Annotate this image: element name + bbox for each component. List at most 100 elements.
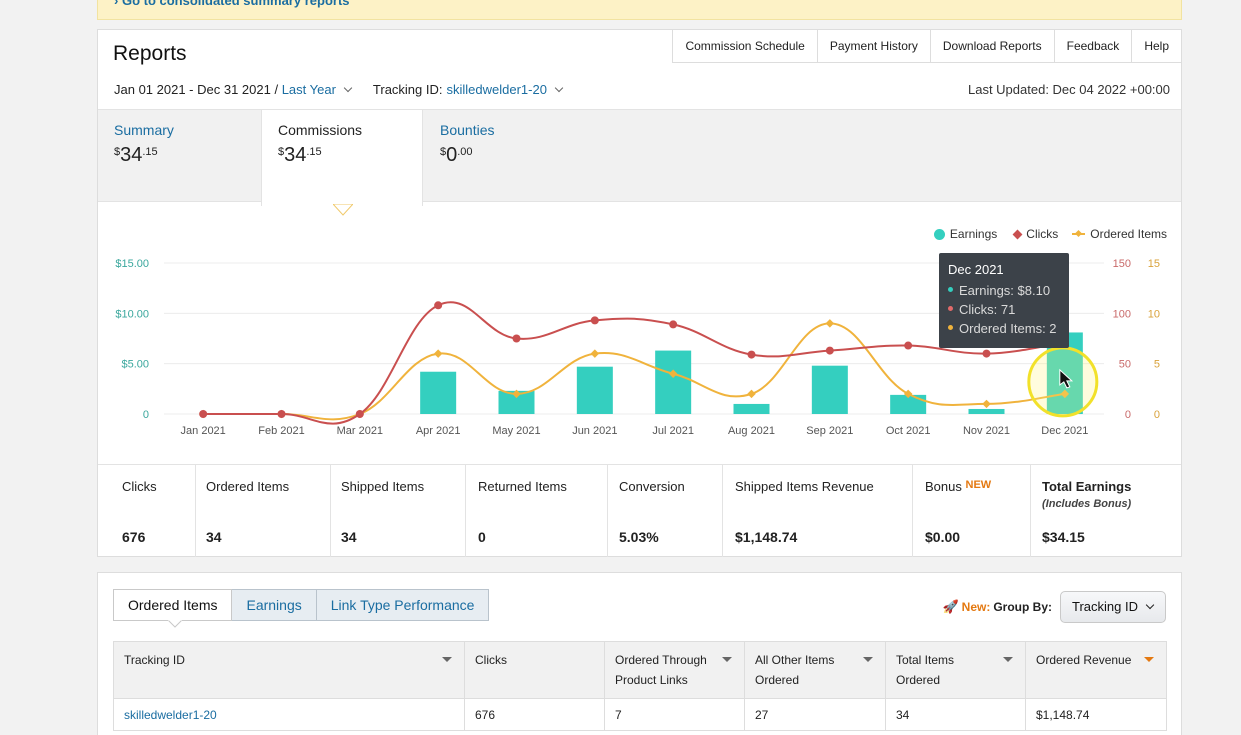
legend-clicks[interactable]: Clicks xyxy=(1011,227,1058,241)
chart-svg: 0 0 0 $5.00 50 5 $10.00 100 10 $15.00 150 15 Jan 202… xyxy=(115,258,1160,437)
bullet-icon xyxy=(948,306,953,312)
earnings-bar xyxy=(811,365,848,414)
ordered-items-line xyxy=(203,322,1065,421)
tab-label: Commissions xyxy=(278,122,363,138)
tooltip-ordered: Ordered Items: 2 xyxy=(948,321,1060,336)
x-tick-label: Oct 2021 xyxy=(886,425,931,437)
column-header-tracking-id[interactable]: Tracking ID xyxy=(113,641,465,699)
column-header-all-other-items[interactable]: All Other Items Ordered xyxy=(744,641,886,699)
y-left-tick-label: $10.00 xyxy=(115,308,149,320)
ordered-items-point xyxy=(433,349,443,358)
detail-tabs: Ordered Items Earnings Link Type Perform… xyxy=(113,589,490,621)
tab-ordered-items[interactable]: Ordered Items xyxy=(113,589,233,621)
help-link[interactable]: Help xyxy=(1144,39,1169,53)
clicks-point xyxy=(669,320,678,329)
x-tick-label: Sep 2021 xyxy=(806,425,853,437)
y-right-clicks-tick-label: 50 xyxy=(1119,359,1131,371)
ordered-items-point xyxy=(747,389,756,399)
x-tick-label: Apr 2021 xyxy=(416,425,461,437)
x-tick-label: Feb 2021 xyxy=(258,425,304,437)
bullet-icon xyxy=(948,325,953,331)
y-left-tick-label: $5.00 xyxy=(121,359,149,371)
tab-earnings[interactable]: Earnings xyxy=(232,589,317,621)
earnings-bar xyxy=(498,390,535,414)
stat-total-earnings: Total Earnings (Includes Bonus) $34.15 xyxy=(1042,479,1132,545)
mouse-cursor-icon xyxy=(1059,368,1074,389)
new-badge: NEW xyxy=(965,479,992,491)
tracking-id-label: Tracking ID: xyxy=(372,82,443,97)
stat-shipped-revenue: Shipped Items Revenue $1,148.74 xyxy=(723,465,913,557)
tab-commissions[interactable]: Commissions $34.15 xyxy=(261,110,423,206)
earnings-bar xyxy=(420,371,457,414)
reports-panel: Reports Commission Schedule Payment Hist… xyxy=(97,29,1182,557)
x-tick-label: Jan 2021 xyxy=(181,425,226,437)
y-right-clicks-tick-label: 100 xyxy=(1113,308,1131,320)
feedback-link[interactable]: Feedback xyxy=(1055,30,1133,62)
tracking-id-dropdown[interactable]: skilledwelder1-20 xyxy=(447,82,564,97)
ordered-items-point xyxy=(825,319,835,328)
sort-caret-icon xyxy=(863,657,873,662)
clicks-point xyxy=(199,410,208,418)
column-header-ordered-revenue[interactable]: Ordered Revenue xyxy=(1025,641,1167,699)
table-row: skilledwelder1-20 676 7 27 34 $1,148.74 xyxy=(113,698,1167,731)
tab-amount: $34.15 xyxy=(114,144,158,166)
x-tick-label: Jul 2021 xyxy=(652,425,694,437)
summary-tabs: Summary $34.15 Commissions $34.15 Bounti… xyxy=(98,109,1181,206)
column-header-ordered-through[interactable]: Ordered Through Product Links xyxy=(604,641,745,699)
y-left-tick-label: 0 xyxy=(143,409,149,421)
group-by-label: Group By: xyxy=(993,600,1052,614)
y-right-ordered-tick-label: 0 xyxy=(1154,409,1160,421)
group-by: 🚀 New: Group By: Tracking ID xyxy=(942,591,1166,623)
table-cell: 676 xyxy=(464,698,605,731)
report-filters: Jan 01 2021 - Dec 31 2021 / Last Year Tr… xyxy=(114,82,564,97)
circle-icon xyxy=(933,228,945,240)
earnings-bar xyxy=(655,350,692,414)
detail-panel: Ordered Items Earnings Link Type Perform… xyxy=(97,572,1182,735)
legend-earnings[interactable]: Earnings xyxy=(933,227,997,241)
tooltip-clicks: Clicks: 71 xyxy=(948,302,1060,317)
y-right-clicks-tick-label: 150 xyxy=(1113,258,1131,270)
column-header-clicks[interactable]: Clicks xyxy=(464,641,605,699)
sort-caret-icon xyxy=(1144,657,1154,662)
report-links: Commission Schedule Payment History Down… xyxy=(672,30,1181,63)
chart-legend: Earnings Clicks Ordered Items xyxy=(933,227,1167,241)
clicks-point xyxy=(590,316,599,325)
sort-caret-icon xyxy=(722,657,732,662)
tab-bounties[interactable]: Bounties $0.00 xyxy=(424,110,584,203)
tooltip-title: Dec 2021 xyxy=(948,262,1004,277)
period-dropdown[interactable]: Last Year xyxy=(282,82,353,97)
tracking-id-cell[interactable]: skilledwelder1-20 xyxy=(113,698,465,731)
last-updated: Last Updated: Dec 04 2022 +00:00 xyxy=(967,82,1170,97)
x-tick-label: Mar 2021 xyxy=(337,425,383,437)
chevron-down-icon xyxy=(1145,600,1155,610)
table-cell: 27 xyxy=(744,698,886,731)
tab-label: Summary xyxy=(114,122,174,138)
line-diamond-icon xyxy=(1072,233,1086,235)
download-reports-link[interactable]: Download Reports xyxy=(931,30,1055,62)
diamond-icon xyxy=(1012,229,1023,239)
earnings-bar xyxy=(968,408,1005,414)
chart-tooltip: Dec 2021 Earnings: $8.10 Clicks: 71 Orde… xyxy=(939,253,1069,348)
tab-link-type-performance[interactable]: Link Type Performance xyxy=(316,589,490,621)
bullet-icon xyxy=(948,287,953,293)
tab-amount: $34.15 xyxy=(278,144,322,166)
stat-clicks: Clicks 676 xyxy=(98,465,196,557)
x-tick-label: Aug 2021 xyxy=(728,425,775,437)
page-title: Reports xyxy=(113,42,187,65)
ordered-items-point xyxy=(1060,389,1070,399)
clicks-point xyxy=(277,410,286,418)
consolidated-summary-link[interactable]: › Go to consolidated summary reports xyxy=(114,0,350,8)
group-by-select[interactable]: Tracking ID xyxy=(1060,591,1166,623)
ordered-items-table: Tracking ID Clicks Ordered Through Produc… xyxy=(113,641,1167,731)
clicks-point xyxy=(825,346,834,355)
stat-shipped-items: Shipped Items 34 xyxy=(331,465,466,557)
legend-ordered-items[interactable]: Ordered Items xyxy=(1072,227,1167,241)
ordered-items-point xyxy=(512,389,521,399)
column-header-total-items[interactable]: Total Items Ordered xyxy=(885,641,1026,699)
payment-history-link[interactable]: Payment History xyxy=(818,30,931,62)
stat-conversion: Conversion 5.03% xyxy=(608,465,723,557)
commission-schedule-link[interactable]: Commission Schedule xyxy=(673,30,818,62)
table-cell: 34 xyxy=(885,698,1026,731)
tab-summary[interactable]: Summary $34.15 xyxy=(98,110,262,203)
date-range: Jan 01 2021 - Dec 31 2021 xyxy=(114,82,271,97)
